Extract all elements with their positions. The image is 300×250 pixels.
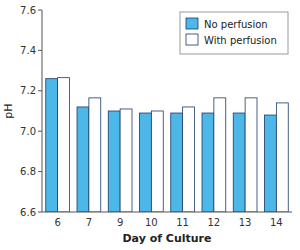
y-tick-label: 7.6 (20, 5, 36, 16)
y-tick-label: 7.2 (20, 85, 36, 96)
y-tick-label: 7.4 (20, 45, 36, 56)
bar (58, 78, 70, 212)
bar (245, 98, 257, 212)
bar (120, 109, 132, 212)
y-tick (38, 171, 42, 172)
y-tick-label: 7.0 (20, 126, 36, 137)
bar (140, 113, 152, 212)
x-axis-line (42, 212, 292, 213)
y-tick-label: 6.8 (20, 166, 36, 177)
bar (233, 113, 245, 212)
x-tick-label: 6 (54, 217, 60, 228)
bar (151, 111, 163, 212)
y-tick (38, 131, 42, 132)
bar (276, 103, 288, 212)
x-tick-label: 12 (208, 217, 221, 228)
y-axis-label: pH (2, 103, 15, 118)
legend-swatch (186, 34, 198, 45)
x-axis-label: Day of Culture (122, 232, 211, 245)
x-tick-label: 10 (145, 217, 158, 228)
y-tick (38, 212, 42, 213)
legend-swatch (186, 18, 198, 29)
x-tick-label: 7 (86, 217, 92, 228)
y-tick (38, 10, 42, 11)
bar (108, 111, 120, 212)
y-tick (38, 90, 42, 91)
y-tick-label: 6.6 (20, 207, 36, 218)
chart: 6.6 6.8 7.0 7.2 7.4 7.6 6 7 9 10 11 12 13 14 Day of Cu… (0, 0, 300, 250)
x-tick-label: 13 (239, 217, 252, 228)
bar (77, 107, 89, 212)
bar (214, 98, 226, 212)
y-axis-line (42, 10, 43, 212)
x-tick-label: 14 (270, 217, 283, 228)
legend: No perfusion With perfusion (180, 12, 288, 54)
legend-label: With perfusion (204, 35, 277, 46)
bar (89, 98, 101, 212)
bar (183, 107, 195, 212)
y-tick (38, 50, 42, 51)
x-tick-label: 11 (176, 217, 189, 228)
bars (46, 78, 289, 212)
legend-box (180, 12, 288, 54)
bar (202, 113, 214, 212)
bar (46, 79, 58, 212)
legend-label: No perfusion (204, 19, 268, 30)
x-tick-label: 9 (117, 217, 123, 228)
bar (171, 113, 183, 212)
bar (265, 115, 277, 212)
